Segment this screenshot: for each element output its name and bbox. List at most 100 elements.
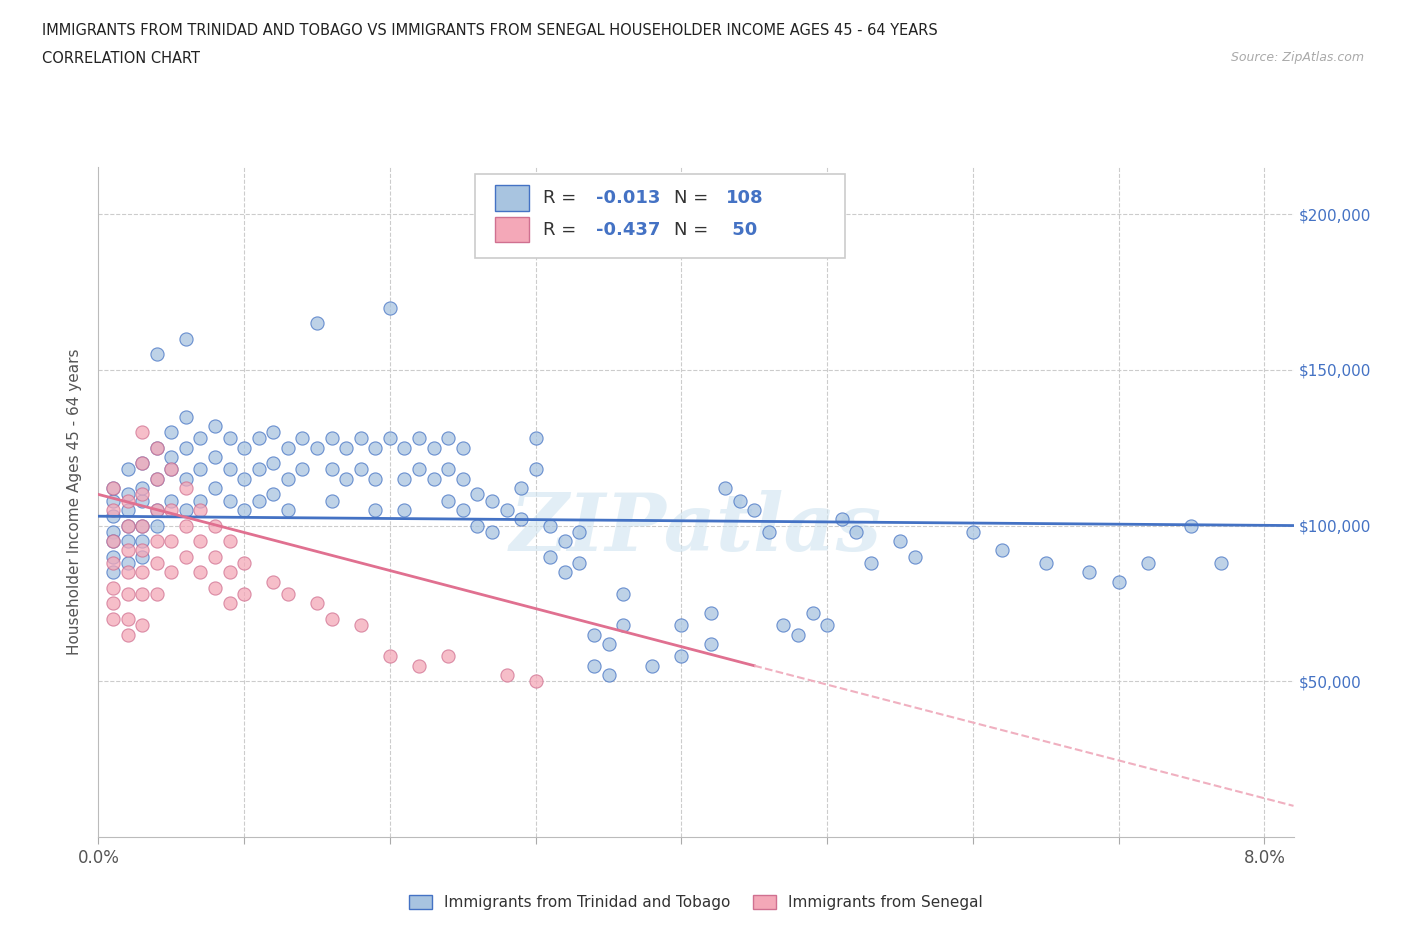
- Point: [117, 518, 139, 533]
- Point: [101, 565, 124, 579]
- Point: [101, 596, 124, 611]
- Point: [408, 431, 430, 445]
- Point: [174, 502, 197, 517]
- Point: [101, 534, 124, 549]
- Point: [787, 627, 810, 642]
- Point: [1078, 565, 1101, 579]
- Point: [859, 555, 882, 570]
- Text: R =: R =: [543, 220, 582, 239]
- Point: [190, 431, 212, 445]
- Point: [101, 502, 124, 517]
- Point: [190, 534, 212, 549]
- Point: [101, 481, 124, 496]
- Point: [437, 649, 460, 664]
- Point: [131, 618, 153, 632]
- Point: [218, 565, 240, 579]
- Point: [554, 534, 576, 549]
- Point: [174, 481, 197, 496]
- Point: [554, 565, 576, 579]
- Point: [728, 493, 751, 508]
- Point: [451, 472, 474, 486]
- FancyBboxPatch shape: [475, 174, 845, 258]
- Point: [160, 493, 183, 508]
- Point: [145, 534, 167, 549]
- Point: [174, 331, 197, 346]
- Point: [495, 502, 517, 517]
- Point: [437, 431, 460, 445]
- Point: [131, 518, 153, 533]
- Point: [641, 658, 664, 673]
- Point: [582, 627, 605, 642]
- Point: [145, 555, 167, 570]
- Point: [145, 502, 167, 517]
- Point: [131, 550, 153, 565]
- Point: [117, 534, 139, 549]
- Point: [131, 565, 153, 579]
- Point: [117, 518, 139, 533]
- Point: [204, 449, 226, 464]
- Point: [350, 618, 373, 632]
- Point: [364, 472, 387, 486]
- Point: [160, 425, 183, 440]
- Point: [437, 462, 460, 477]
- Point: [1209, 555, 1232, 570]
- Text: -0.437: -0.437: [596, 220, 659, 239]
- Point: [772, 618, 794, 632]
- Point: [758, 525, 780, 539]
- Point: [218, 534, 240, 549]
- Point: [495, 668, 517, 683]
- Point: [145, 518, 167, 533]
- Point: [277, 440, 299, 455]
- Point: [262, 574, 284, 589]
- Point: [1035, 555, 1057, 570]
- Point: [378, 300, 401, 315]
- Point: [101, 580, 124, 595]
- Point: [204, 550, 226, 565]
- Point: [1108, 574, 1130, 589]
- Point: [321, 493, 343, 508]
- Text: 108: 108: [725, 189, 763, 207]
- Point: [131, 456, 153, 471]
- Point: [247, 431, 270, 445]
- Point: [889, 534, 911, 549]
- Point: [204, 518, 226, 533]
- Point: [247, 493, 270, 508]
- Point: [204, 580, 226, 595]
- Point: [451, 440, 474, 455]
- Point: [437, 493, 460, 508]
- Point: [101, 525, 124, 539]
- Point: [277, 502, 299, 517]
- Point: [218, 596, 240, 611]
- Text: N =: N =: [675, 220, 714, 239]
- Point: [204, 418, 226, 433]
- Point: [451, 502, 474, 517]
- Point: [422, 440, 444, 455]
- Point: [394, 472, 416, 486]
- Text: IMMIGRANTS FROM TRINIDAD AND TOBAGO VS IMMIGRANTS FROM SENEGAL HOUSEHOLDER INCOM: IMMIGRANTS FROM TRINIDAD AND TOBAGO VS I…: [42, 23, 938, 38]
- Point: [117, 565, 139, 579]
- Point: [903, 550, 925, 565]
- Point: [714, 481, 737, 496]
- Point: [174, 409, 197, 424]
- Point: [174, 518, 197, 533]
- Point: [218, 431, 240, 445]
- Point: [845, 525, 868, 539]
- Point: [671, 649, 693, 664]
- Point: [117, 462, 139, 477]
- Point: [131, 534, 153, 549]
- Point: [145, 472, 167, 486]
- Point: [568, 555, 591, 570]
- Point: [612, 618, 634, 632]
- Point: [699, 605, 721, 620]
- Point: [335, 472, 357, 486]
- Point: [131, 493, 153, 508]
- Point: [174, 472, 197, 486]
- Point: [117, 502, 139, 517]
- Point: [160, 462, 183, 477]
- Point: [131, 518, 153, 533]
- Point: [481, 525, 503, 539]
- Point: [131, 425, 153, 440]
- Text: CORRELATION CHART: CORRELATION CHART: [42, 51, 200, 66]
- Text: ZIPatlas: ZIPatlas: [510, 490, 882, 567]
- Point: [350, 462, 373, 477]
